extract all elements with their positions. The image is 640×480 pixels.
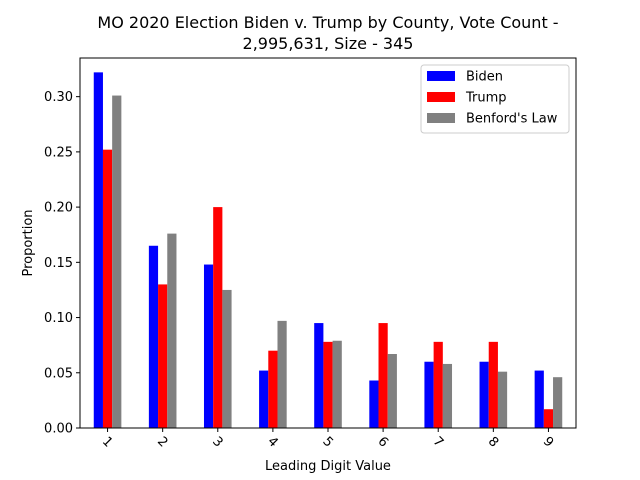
bar-biden-7 [424,361,434,428]
bar-biden-6 [369,380,379,428]
bar-benford-s-law-8 [497,371,508,428]
x-tick-label: 3 [209,434,225,450]
bar-trump-2 [158,284,168,428]
legend-label-trump: Trump [465,91,507,106]
y-tick-label: 0.20 [44,201,73,216]
bar-biden-2 [148,245,159,428]
legend-swatch-biden [427,71,455,81]
bar-biden-5 [314,323,324,428]
x-tick-label: 6 [375,434,391,450]
legend-label-benford-s-law: Benford's Law [466,112,558,127]
y-axis-label: Proportion [21,209,36,276]
bars-group [93,72,563,429]
bar-biden-9 [534,370,544,428]
legend-label-biden: Biden [466,70,503,85]
bar-trump-5 [323,341,333,428]
y-tick-label: 0.25 [44,145,73,160]
legend-box [420,64,570,134]
bar-trump-4 [268,350,278,428]
bar-trump-3 [213,207,223,428]
plot-frame [79,57,577,429]
bar-trump-6 [378,323,388,428]
x-tick-label: 5 [319,434,335,450]
bar-benford-s-law-5 [332,340,342,428]
bar-benford-s-law-6 [387,354,397,428]
bar-trump-7 [433,341,443,428]
x-tick-label: 8 [485,434,501,450]
legend-swatch-benford-s-law [427,113,455,123]
bar-trump-9 [543,409,554,428]
x-tick-label: 2 [154,434,170,450]
legend: Biden Trump Benford's Law [420,64,570,134]
chart-title-line-2: 2,995,631, Size - 345 [243,34,414,53]
chart-title-line-1: MO 2020 Election Biden v. Trump by Count… [97,13,558,32]
bar-trump-1 [102,149,113,429]
y-axis: 0.00 0.05 0.10 0.15 0.20 0.25 0.30 [44,90,80,437]
bar-benford-s-law-7 [442,363,453,428]
bar-biden-8 [479,361,489,428]
y-tick-label: 0.30 [44,90,73,105]
bar-benford-s-law-3 [222,289,232,428]
y-tick-label: 0.05 [44,366,73,381]
bar-benford-s-law-9 [553,377,563,428]
x-tick-label: 4 [264,434,280,450]
bar-benford-s-law-4 [277,320,287,428]
y-tick-label: 0.15 [44,256,73,271]
y-tick-label: 0.00 [44,422,73,437]
bar-benford-s-law-1 [112,95,122,429]
x-tick-label: 7 [430,434,446,450]
bar-trump-8 [488,341,498,428]
x-tick-label: 1 [99,434,115,450]
legend-swatch-trump [427,92,455,102]
bar-biden-3 [203,264,214,428]
y-tick-label: 0.10 [44,311,73,326]
bar-biden-1 [93,72,103,429]
x-axis: 1 2 3 4 5 6 7 8 9 [99,428,556,451]
x-axis-label: Leading Digit Value [265,459,391,474]
x-tick-label: 9 [540,434,556,450]
bar-biden-4 [259,370,269,428]
bar-benford-s-law-2 [167,233,177,428]
